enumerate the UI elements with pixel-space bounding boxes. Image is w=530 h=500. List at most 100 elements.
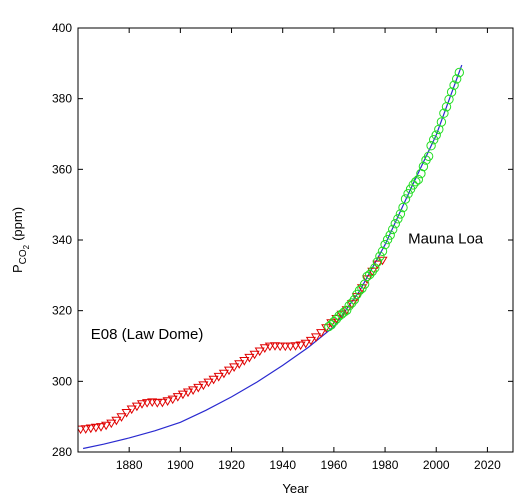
law-dome-point [188,386,199,395]
mauna-loa-point [347,298,357,308]
mauna-loa-point [382,234,393,245]
law-dome-point [80,425,91,434]
mauna-loa-point [324,321,334,332]
mauna-loa-point [413,174,423,185]
y-axis-label: PCO2 (ppm) [10,207,31,273]
annotations: E08 (Law Dome) Mauna Loa [91,231,484,343]
x-tick-label: 1960 [321,458,348,472]
law-dome-point [167,395,178,405]
mauna-loa-point [446,87,457,97]
law-dome-point [182,388,194,398]
law-dome-point [244,353,255,363]
law-dome-point [193,383,204,393]
y-tick-label: 340 [52,233,72,247]
mauna-loa-point [418,161,429,172]
law-dome-point [121,409,132,418]
mauna-loa-point [431,130,441,140]
y-axis-label-subsub: 2 [22,244,31,249]
x-tick-label: 1980 [372,458,399,472]
mauna-loa-point [385,230,395,240]
law-dome-point [249,350,260,360]
y-tick-label: 400 [52,21,72,35]
law-dome-point [142,399,153,408]
mauna-loa-point [452,74,462,84]
mauna-loa-point [326,320,336,330]
y-tick-label: 380 [52,92,72,106]
mauna-loa-point [329,316,339,327]
annotation-law-dome: E08 (Law Dome) [91,326,204,343]
y-axis-label-main: P [10,264,25,273]
mauna-loa-point [339,307,349,317]
x-tick-label: 1880 [116,458,143,472]
mauna-loa-point [454,67,464,78]
ticks: 1880 1900 1920 1940 1960 1980 2000 2020 280 300 32… [52,21,513,472]
y-tick-label: 300 [52,374,72,388]
law-dome-point [172,393,183,402]
law-dome-point [305,336,316,346]
law-dome-point [126,405,137,415]
x-tick-label: 1940 [269,458,296,472]
law-dome-point [223,366,235,376]
law-dome-point [264,342,275,352]
x-tick-label: 1900 [167,458,194,472]
law-dome-point [208,375,219,385]
law-dome-point [162,397,173,406]
mauna-loa-point [344,301,354,311]
mauna-loa-point [342,305,352,315]
mauna-loa-point [365,269,375,280]
mauna-loa-point [390,219,400,229]
mauna-loa-point [403,189,413,199]
law-dome-point [269,342,281,351]
law-dome-point [157,398,168,408]
x-tick-label: 2020 [474,458,501,472]
annotation-mauna-loa: Mauna Loa [408,231,484,248]
law-dome-point [203,378,214,388]
law-dome-point [316,329,327,338]
law-dome-point [234,360,245,369]
law-dome-point [336,310,347,320]
mauna-loa-point [388,224,398,235]
x-tick-label: 1920 [218,458,245,472]
mauna-loa-point [400,194,411,204]
law-dome-point [90,423,101,433]
law-dome-point [239,357,250,366]
law-dome-point [131,402,142,412]
law-dome-point [275,342,286,352]
law-dome-point [106,419,117,429]
mauna-loa-point [362,271,372,282]
law-dome-point [254,347,265,357]
law-dome-point [177,390,188,400]
mauna-loa-point [426,141,436,151]
mauna-loa-point [380,239,390,250]
mauna-loa-point [393,214,403,224]
law-dome-point [213,372,224,382]
mauna-loa-point [354,285,365,296]
y-axis-label-sub: CO [18,249,29,264]
y-tick-label: 320 [52,304,72,318]
law-dome-point [310,333,322,342]
mauna-loa-point [398,202,408,213]
law-dome-point [300,339,311,349]
law-dome-point [280,342,291,352]
x-tick-label: 2000 [423,458,450,472]
law-dome-point [295,341,306,351]
law-dome-point [290,342,301,351]
mauna-loa-point [423,151,434,162]
law-dome-point [259,344,270,353]
law-dome-point [326,319,337,328]
mauna-loa-point [439,108,449,118]
mauna-loa-point [370,263,380,273]
law-dome-point [198,381,209,391]
law-dome-point [152,399,163,408]
law-dome-point [372,260,383,270]
mauna-loa-point [375,251,385,261]
fit-curve-line [82,64,463,450]
law-dome-point [111,416,122,426]
mauna-loa-point [349,295,360,305]
law-dome-point [218,369,229,379]
mauna-loa-point [436,117,447,127]
law-dome-point [85,424,96,434]
law-dome-point [362,275,373,285]
